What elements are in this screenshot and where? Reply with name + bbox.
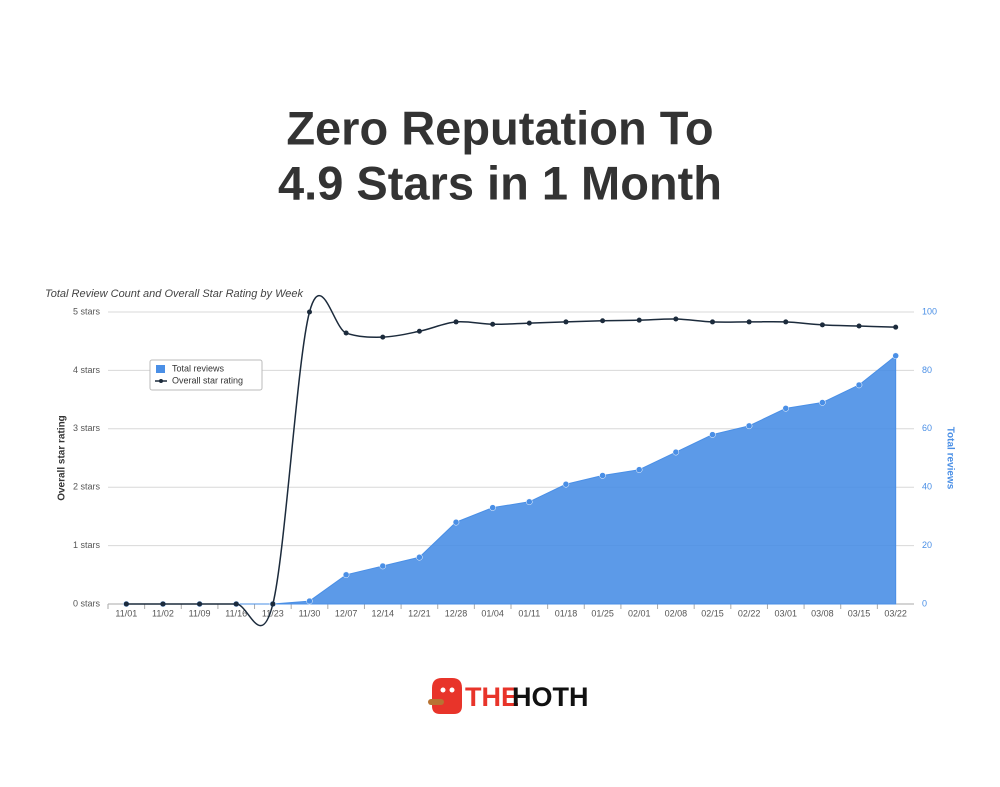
y-tick-label: 5 stars: [73, 306, 101, 316]
point: [600, 318, 606, 324]
point: [307, 309, 312, 315]
y2-tick-label: 20: [922, 540, 932, 550]
point: [416, 328, 422, 334]
logo-icon: [432, 678, 462, 714]
point: [782, 405, 790, 412]
legend-label: Overall star rating: [172, 375, 243, 385]
y-tick-label: 2 stars: [73, 482, 101, 492]
headline: Zero Reputation To: [286, 101, 713, 154]
x-tick-label: 11/16: [225, 608, 247, 618]
x-tick-label: 11/09: [189, 608, 211, 618]
y-axis-label: Overall star rating: [57, 415, 68, 501]
point: [672, 448, 680, 456]
logo: THE HOTH: [428, 678, 589, 714]
logo-eye: [449, 687, 455, 693]
legend: Total reviews Overall star rating: [149, 359, 263, 391]
x-tick-label: 11/01: [115, 608, 137, 618]
x-tick-label: 12/14: [372, 608, 395, 618]
point: [599, 472, 606, 479]
y-tick-label: 3 stars: [73, 423, 101, 433]
point: [783, 319, 789, 325]
x-tick-label: 02/01: [628, 608, 651, 618]
point: [562, 481, 570, 488]
x-tick-label: 11/30: [299, 608, 321, 618]
x-tick-label: 12/21: [408, 608, 431, 618]
point: [416, 554, 423, 561]
x-tick-label: 03/08: [811, 608, 834, 618]
y-tick-label: 4 stars: [73, 365, 101, 375]
y-tick-label: 0 stars: [73, 598, 101, 608]
logo-eye: [440, 687, 446, 693]
point: [856, 323, 862, 329]
y2-tick-label: 100: [922, 306, 937, 316]
point: [306, 597, 313, 605]
point: [892, 352, 899, 360]
point: [233, 601, 239, 607]
legend-label: Total reviews: [172, 363, 225, 373]
y-tick-label: 1 stars: [73, 540, 101, 550]
point: [819, 322, 825, 328]
point: [745, 422, 753, 430]
point: [526, 320, 532, 326]
point: [342, 571, 350, 579]
point: [452, 518, 460, 526]
brand-hoth: HOTH: [512, 682, 589, 712]
x-tick-label: 12/07: [335, 608, 358, 618]
legend-swatch: [159, 379, 163, 383]
headline: 4.9 Stars in 1 Month: [278, 156, 722, 209]
x-tick-label: 01/25: [591, 608, 614, 618]
point: [855, 381, 863, 389]
legend-box: [149, 359, 263, 391]
y2-tick-label: 60: [922, 423, 932, 433]
y2-tick-label: 80: [922, 365, 932, 375]
point: [635, 466, 643, 473]
x-tick-label: 01/04: [481, 608, 504, 618]
point: [709, 431, 716, 438]
x-tick-label: 03/15: [848, 608, 871, 618]
point: [819, 399, 826, 406]
logo-club: [428, 699, 444, 705]
point: [893, 324, 899, 330]
point: [563, 319, 569, 325]
x-tick-label: 02/22: [738, 608, 761, 618]
point: [526, 498, 533, 506]
point: [746, 319, 752, 325]
point: [343, 330, 349, 336]
y2-tick-label: 40: [922, 482, 932, 492]
x-tick-label: 02/15: [701, 608, 724, 618]
point: [123, 601, 129, 607]
point: [636, 317, 642, 323]
point: [270, 601, 276, 607]
x-tick-label: 11/23: [262, 608, 284, 618]
point: [489, 504, 496, 511]
point: [197, 601, 203, 607]
point: [380, 334, 386, 340]
x-tick-label: 01/18: [555, 608, 578, 618]
x-tick-label: 03/01: [775, 608, 798, 618]
point: [673, 316, 679, 322]
x-tick-label: 02/08: [665, 608, 688, 618]
chart-title: Total Review Count and Overall Star Rati…: [45, 288, 304, 300]
legend-swatch: [156, 365, 165, 373]
area: [126, 354, 897, 605]
point: [453, 319, 459, 325]
x-tick-label: 03/22: [884, 608, 907, 618]
x-tick-label: 11/02: [152, 608, 174, 618]
line: [126, 294, 896, 627]
point: [710, 319, 715, 325]
y2-tick-label: 0: [922, 598, 927, 608]
point: [490, 321, 496, 327]
y2-axis-label: Total reviews: [944, 427, 955, 490]
x-tick-label: 01/11: [518, 608, 540, 618]
point: [160, 601, 166, 607]
point: [379, 562, 387, 570]
x-tick-label: 12/28: [445, 608, 468, 618]
brand-the: THE: [465, 682, 519, 712]
